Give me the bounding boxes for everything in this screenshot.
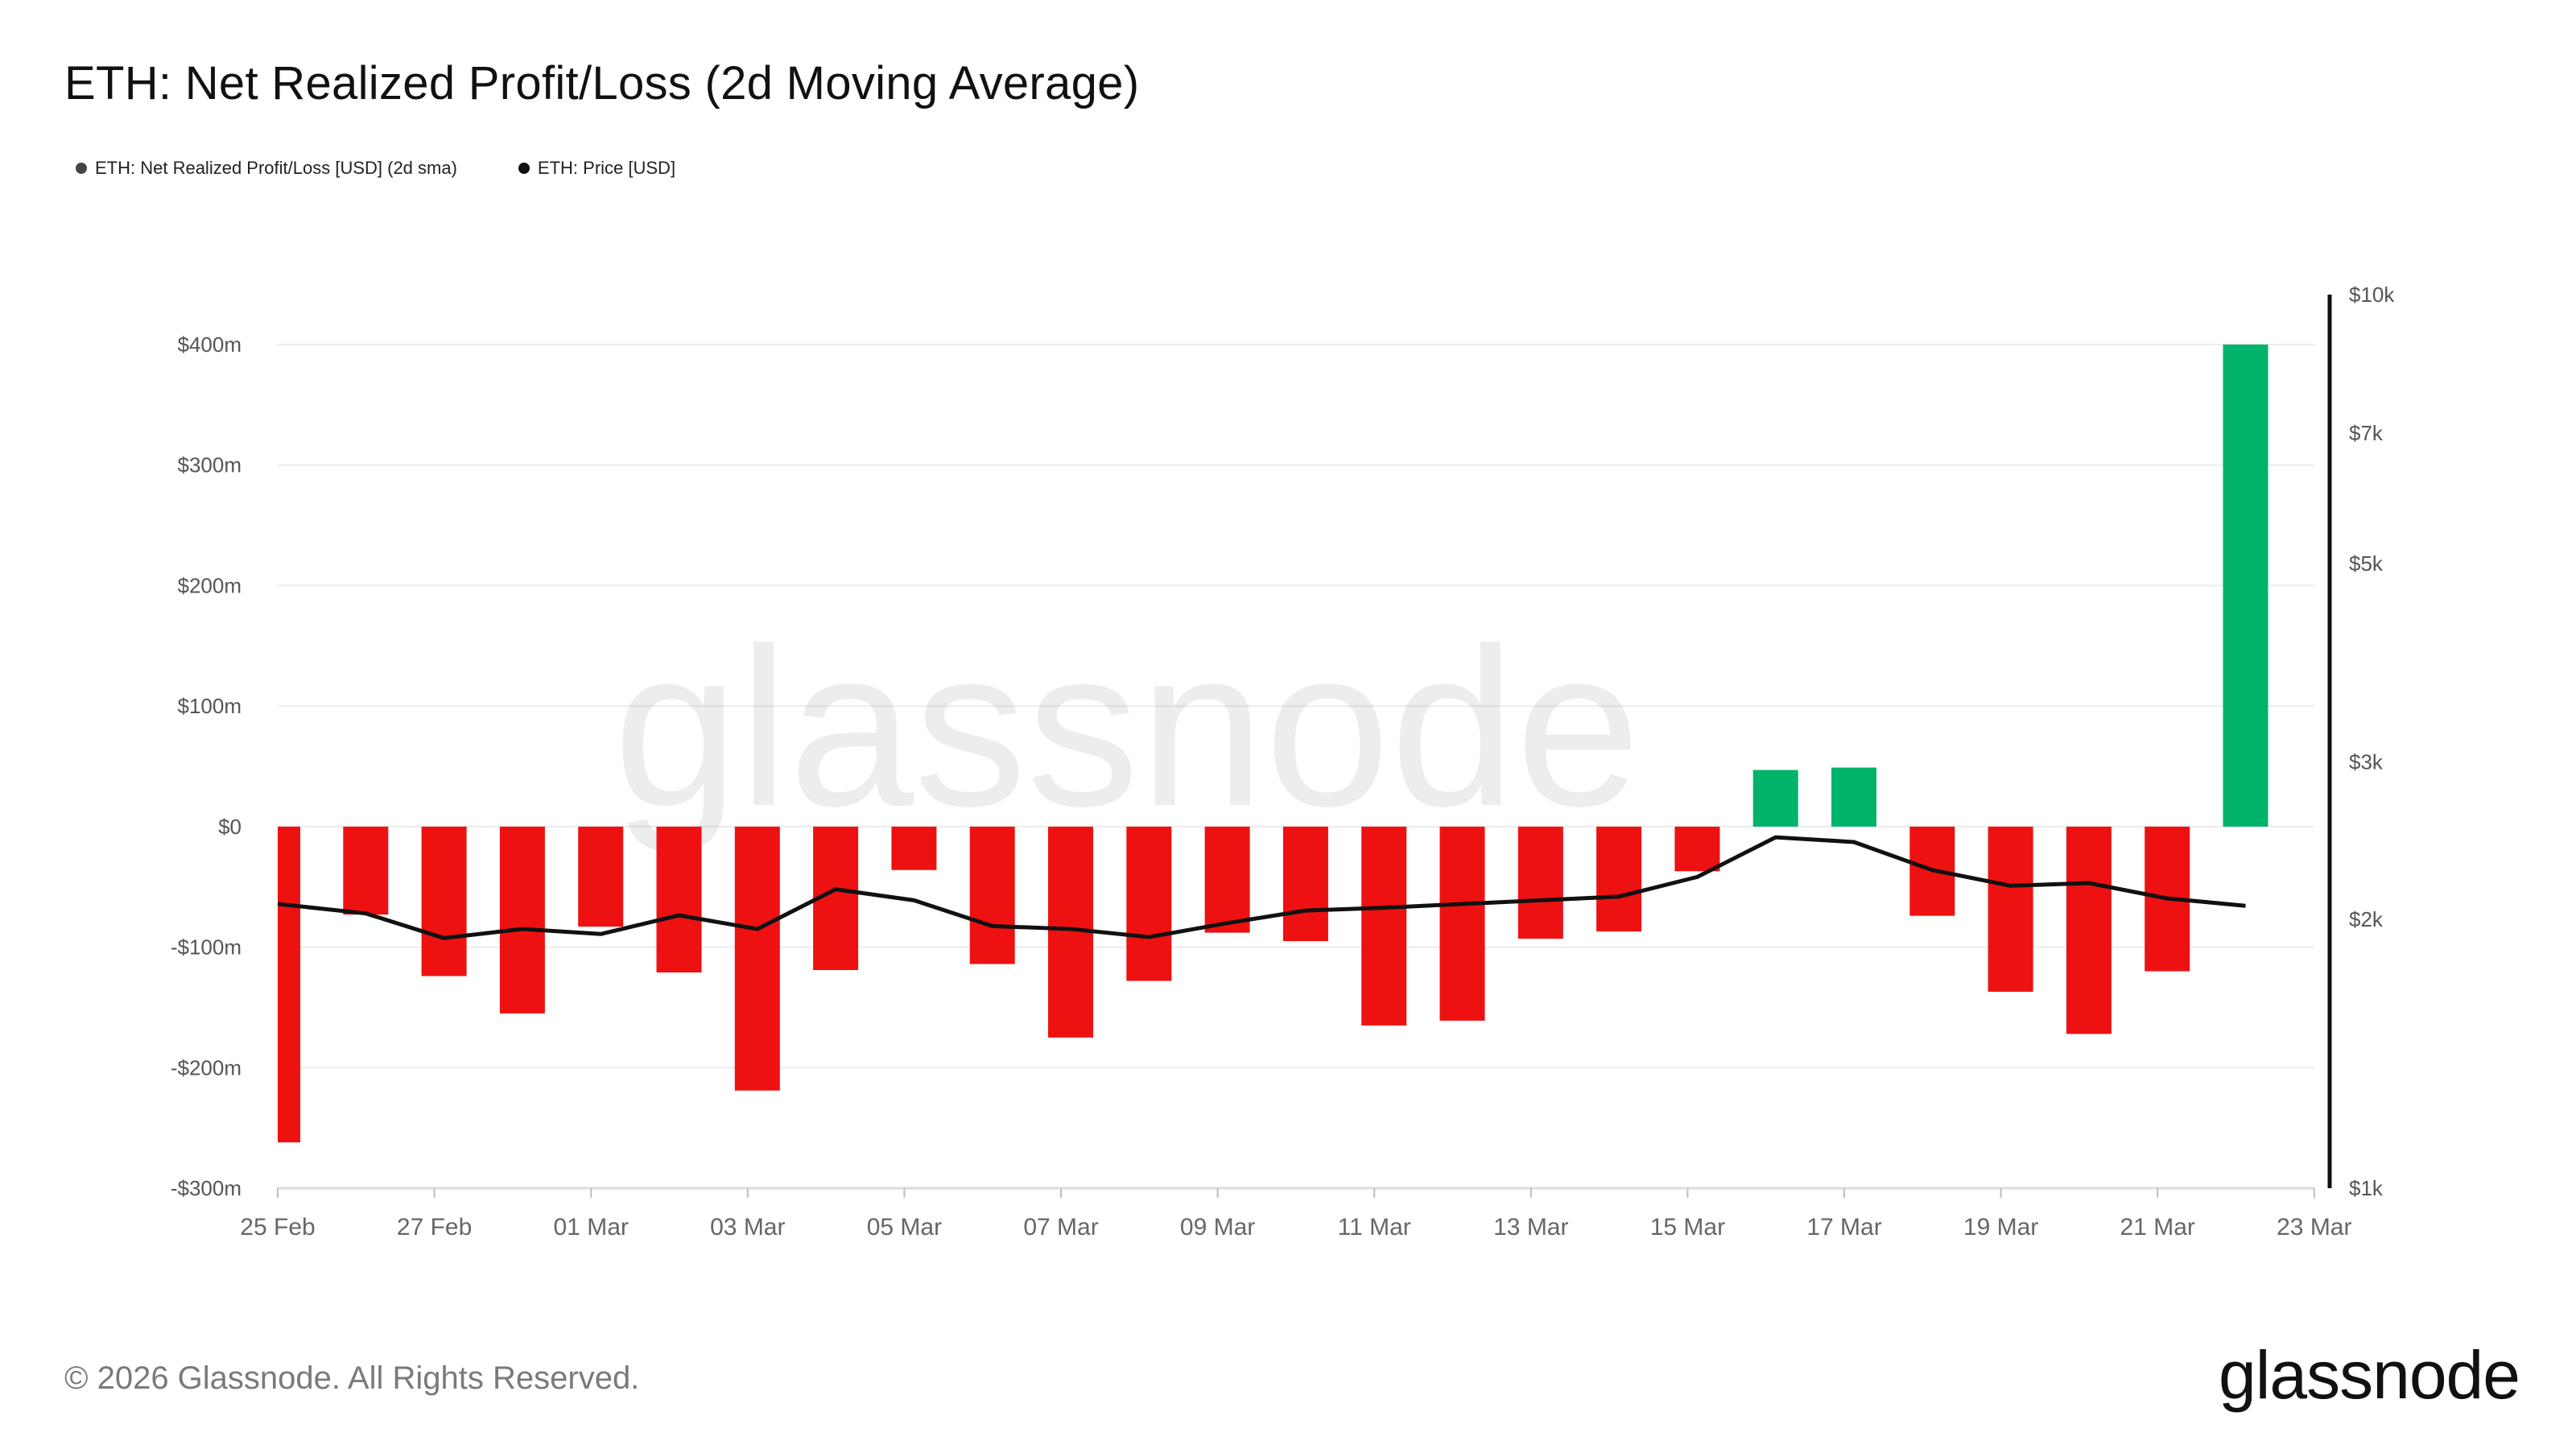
y-right-tick-label: $3k [2349,749,2384,774]
bar [2223,345,2268,827]
x-tick-label: 19 Mar [1963,1214,2038,1241]
bar [734,826,780,1091]
brand-logo: glassnode [2219,1337,2520,1413]
y-right-tick-label: $5k [2349,551,2384,576]
bar [656,826,702,973]
x-tick-label: 21 Mar [2120,1214,2195,1241]
x-tick-label: 01 Mar [554,1214,629,1241]
bar [343,826,389,915]
y-right-tick-label: $10k [2349,283,2395,307]
x-tick-label: 23 Mar [2277,1214,2351,1241]
bar [1282,826,1328,942]
bar [969,826,1015,964]
x-tick-label: 27 Feb [397,1214,472,1241]
y-right-tick-label: $2k [2349,907,2384,931]
bar [1674,826,1720,872]
chart-title: ETH: Net Realized Profit/Loss (2d Moving… [64,57,1140,109]
bar [578,826,624,927]
y-tick-label: $300m [178,453,242,477]
y-tick-label: $200m [178,573,242,597]
y-tick-label: $400m [178,332,242,357]
legend-dot-price [518,163,530,174]
bar [1361,826,1407,1026]
bar [1517,826,1563,939]
bar [2066,826,2112,1034]
bar [1439,826,1485,1021]
x-tick-label: 05 Mar [867,1214,942,1241]
legend-item-net-pl[interactable]: ETH: Net Realized Profit/Loss [USD] (2d … [76,158,457,179]
y-right-tick-label: $7k [2349,421,2384,445]
bar [1596,826,1642,932]
right-axis: $10k $7k $5k $3k $2k $1k [2327,283,2395,1200]
bar [1126,826,1172,981]
x-tick-label: 03 Mar [710,1214,785,1241]
legend-dot-net-pl [76,163,87,174]
watermark: glassnode [613,602,1641,854]
x-tick-label: 07 Mar [1023,1214,1098,1241]
y-tick-label: $0 [218,815,242,839]
x-tick-label: 09 Mar [1180,1214,1255,1241]
bars [278,345,2268,1143]
price-line-group [277,835,2246,940]
y-tick-label: -$100m [171,935,242,960]
bar [1752,770,1798,827]
bar [278,826,300,1143]
price-line [277,835,2246,940]
bar [421,826,467,976]
x-tick-label: 15 Mar [1650,1214,1725,1241]
x-tick-label: 13 Mar [1493,1214,1568,1241]
legend: ETH: Net Realized Profit/Loss [USD] (2d … [76,158,675,179]
bar [1204,826,1250,933]
x-tick-label: 11 Mar [1338,1214,1411,1241]
bar [1831,767,1876,827]
legend-label-net-pl: ETH: Net Realized Profit/Loss [USD] (2d … [95,158,457,178]
y-tick-label: -$200m [171,1055,242,1080]
y-tick-label: -$300m [171,1176,242,1200]
legend-label-price: ETH: Price [USD] [537,158,676,178]
legend-item-price[interactable]: ETH: Price [USD] [518,158,675,179]
bar [1988,826,2033,992]
x-tick-label: 25 Feb [240,1214,315,1241]
x-tick-label: 17 Mar [1806,1214,1881,1241]
x-axis: 25 Feb 27 Feb 01 Mar 03 Mar 05 Mar 07 Mar 09 M… [240,1187,2351,1241]
bar [499,826,545,1013]
y-tick-label: $100m [178,694,242,718]
bar [891,826,937,870]
y-right-tick-label: $1k [2349,1176,2384,1200]
left-axis: $400m $300m $200m $100m $0 -$100m -$200m -$300m [171,332,242,1200]
copyright-text: © 2026 Glassnode. All Rights Reserved. [64,1360,640,1396]
